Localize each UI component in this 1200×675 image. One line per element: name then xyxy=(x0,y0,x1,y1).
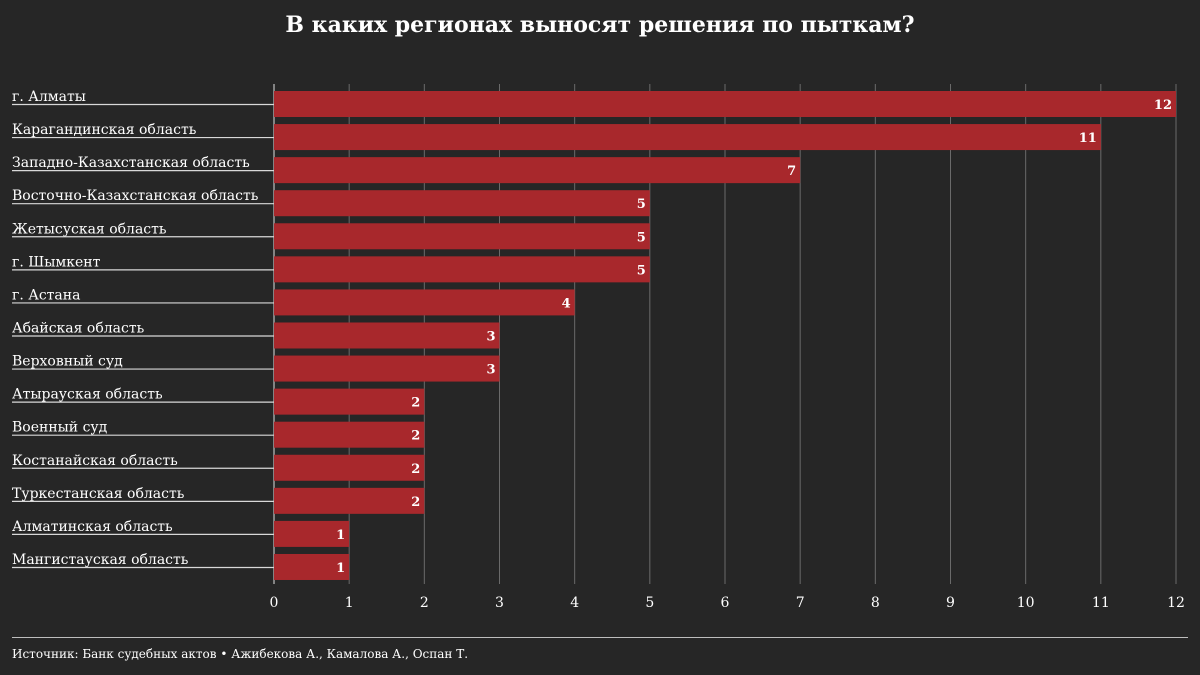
category-label: Мангистауская область xyxy=(12,552,189,568)
value-label: 4 xyxy=(562,296,571,311)
value-label: 11 xyxy=(1079,131,1097,146)
x-tick-label: 9 xyxy=(946,595,955,611)
bar xyxy=(274,487,425,514)
category-label: Верховный суд xyxy=(12,354,123,370)
value-label: 1 xyxy=(336,528,345,543)
bar xyxy=(274,223,650,250)
value-label: 5 xyxy=(637,230,646,245)
bar xyxy=(274,91,1176,117)
category-label: г. Шымкент xyxy=(12,254,101,270)
bar xyxy=(274,124,1101,151)
bar xyxy=(274,454,425,481)
value-label: 5 xyxy=(637,197,646,212)
value-label: 3 xyxy=(486,363,495,378)
category-label: Военный суд xyxy=(12,420,108,436)
category-label: г. Алматы xyxy=(12,89,86,105)
bar xyxy=(274,190,650,217)
category-label: Западно-Казахстанская область xyxy=(12,155,250,171)
value-label: 1 xyxy=(336,561,345,576)
category-label: г. Астана xyxy=(12,287,80,303)
chart-title: В каких регионах выносят решения по пытк… xyxy=(285,12,915,38)
category-label: Алматинская область xyxy=(12,519,173,535)
x-tick-label: 2 xyxy=(420,595,429,611)
x-tick-label: 1 xyxy=(345,595,354,611)
x-tick-labels: 0 1 2 3 4 5 6 7 8 9 10 11 12 xyxy=(270,595,1185,611)
value-label: 2 xyxy=(411,462,420,477)
x-tick-label: 6 xyxy=(721,595,730,611)
x-tick-label: 7 xyxy=(796,595,805,611)
value-label: 2 xyxy=(411,495,420,510)
x-tick-label: 11 xyxy=(1092,595,1110,611)
bar xyxy=(274,553,350,580)
category-label: Восточно-Казахстанская область xyxy=(12,188,259,204)
x-tick-label: 0 xyxy=(270,595,279,611)
category-labels: г. Алматы Карагандинская область Западно-К… xyxy=(12,89,274,569)
value-label: 12 xyxy=(1154,98,1172,113)
category-label: Жетысуская область xyxy=(12,221,167,237)
x-tick-label: 8 xyxy=(871,595,880,611)
category-label: Абайская область xyxy=(12,320,145,336)
category-label: Атырауская область xyxy=(12,387,163,403)
bar xyxy=(274,355,500,382)
source-divider xyxy=(12,637,1188,638)
bar xyxy=(274,388,425,415)
value-label: 2 xyxy=(411,429,420,444)
x-tick-label: 5 xyxy=(645,595,654,611)
x-tick-label: 10 xyxy=(1017,595,1035,611)
bar xyxy=(274,322,500,349)
value-label: 3 xyxy=(486,329,495,344)
bar xyxy=(274,421,425,448)
x-tick-label: 3 xyxy=(495,595,504,611)
category-label: Костанайская область xyxy=(12,453,178,469)
category-label: Карагандинская область xyxy=(12,122,197,138)
bar xyxy=(274,289,575,316)
category-label: Туркестанская область xyxy=(12,486,185,502)
value-label: 5 xyxy=(637,263,646,278)
x-tick-label: 4 xyxy=(570,595,579,611)
source-text: Источник: Банк судебных актов • Ажибеков… xyxy=(12,647,469,661)
bars xyxy=(274,91,1176,580)
bar xyxy=(274,256,650,283)
bar xyxy=(274,520,350,547)
value-label: 7 xyxy=(787,164,796,179)
bar xyxy=(274,157,801,184)
x-tick-label: 12 xyxy=(1167,595,1185,611)
value-label: 2 xyxy=(411,396,420,411)
